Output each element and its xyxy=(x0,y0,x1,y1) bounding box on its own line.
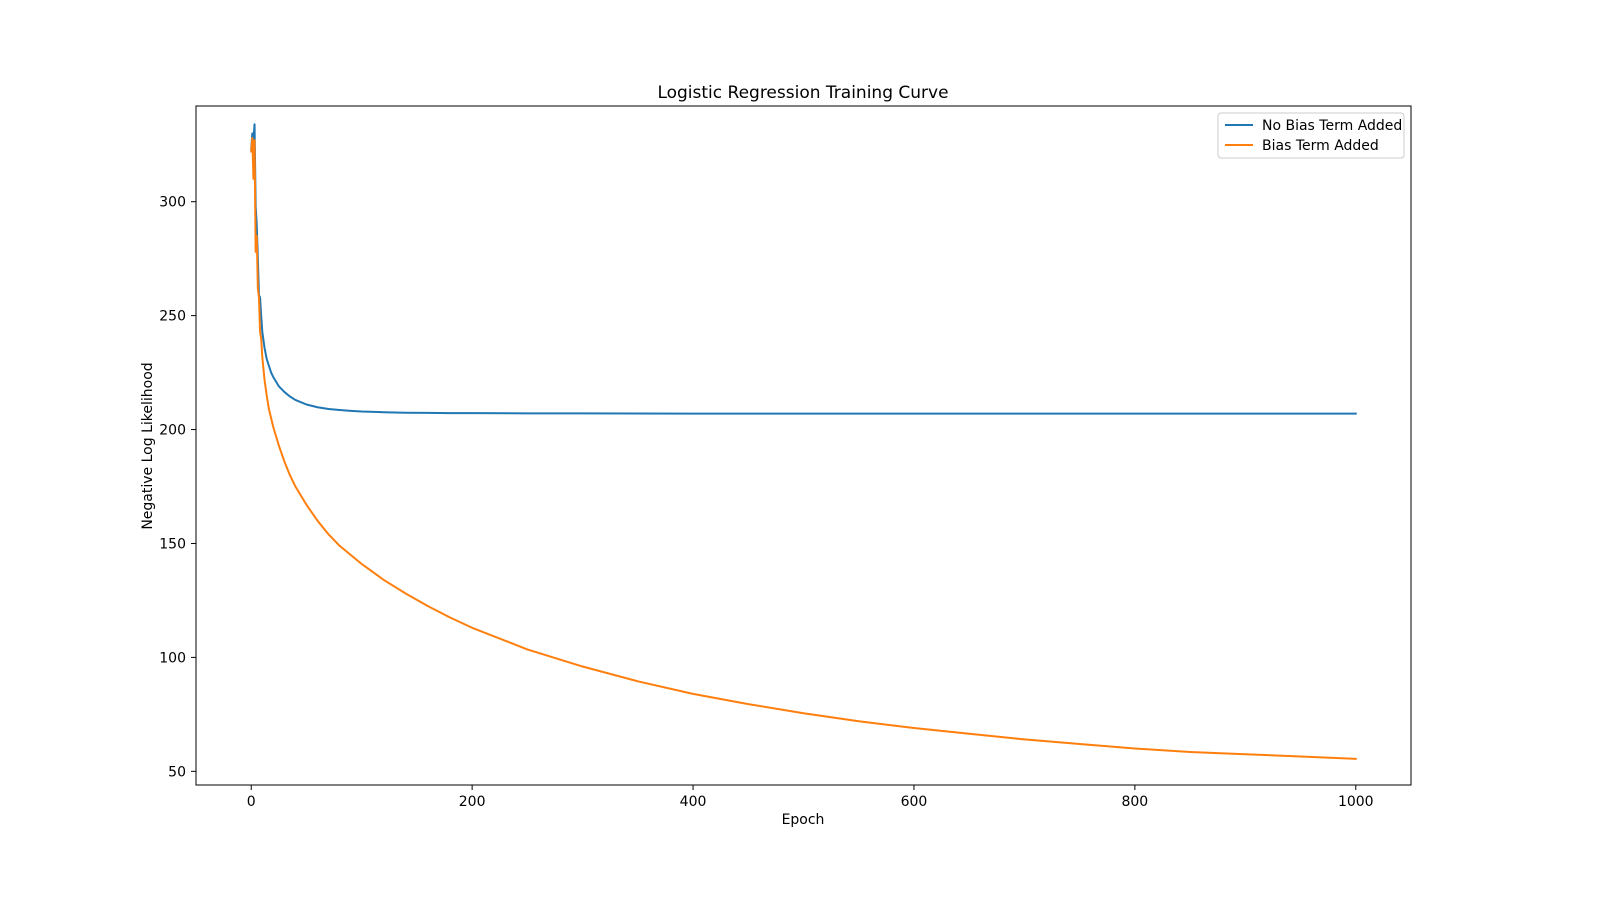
y-axis-label: Negative Log Likelihood xyxy=(140,362,156,529)
x-tick-label: 600 xyxy=(901,794,928,810)
legend-box xyxy=(1217,112,1405,159)
y-tick-label: 50 xyxy=(168,764,186,780)
legend-label-no-bias: No Bias Term Added xyxy=(1262,118,1402,134)
y-axis: 50 100 150 200 250 300 xyxy=(159,195,196,780)
y-tick-label: 300 xyxy=(159,195,186,211)
x-tick-label: 400 xyxy=(680,794,707,810)
x-tick-label: 1000 xyxy=(1338,794,1374,810)
plot-frame xyxy=(195,105,1412,786)
y-tick-label: 150 xyxy=(159,536,186,552)
x-tick-label: 200 xyxy=(459,794,486,810)
series-line-0 xyxy=(250,123,1357,415)
series-line-1 xyxy=(250,136,1357,760)
x-axis-label: Epoch xyxy=(782,812,825,828)
y-tick-label: 100 xyxy=(159,650,186,666)
series-layer xyxy=(250,123,1357,760)
y-tick-label: 200 xyxy=(159,423,186,439)
y-tick-label: 250 xyxy=(159,309,186,325)
legend: No Bias Term Added Bias Term Added xyxy=(1217,112,1405,159)
legend-label-bias: Bias Term Added xyxy=(1262,138,1379,154)
x-tick-label: 0 xyxy=(247,794,256,810)
x-tick-label: 800 xyxy=(1121,794,1148,810)
x-axis: 0 200 400 600 800 1000 xyxy=(247,785,1374,810)
chart-title: Logistic Regression Training Curve xyxy=(657,83,948,103)
